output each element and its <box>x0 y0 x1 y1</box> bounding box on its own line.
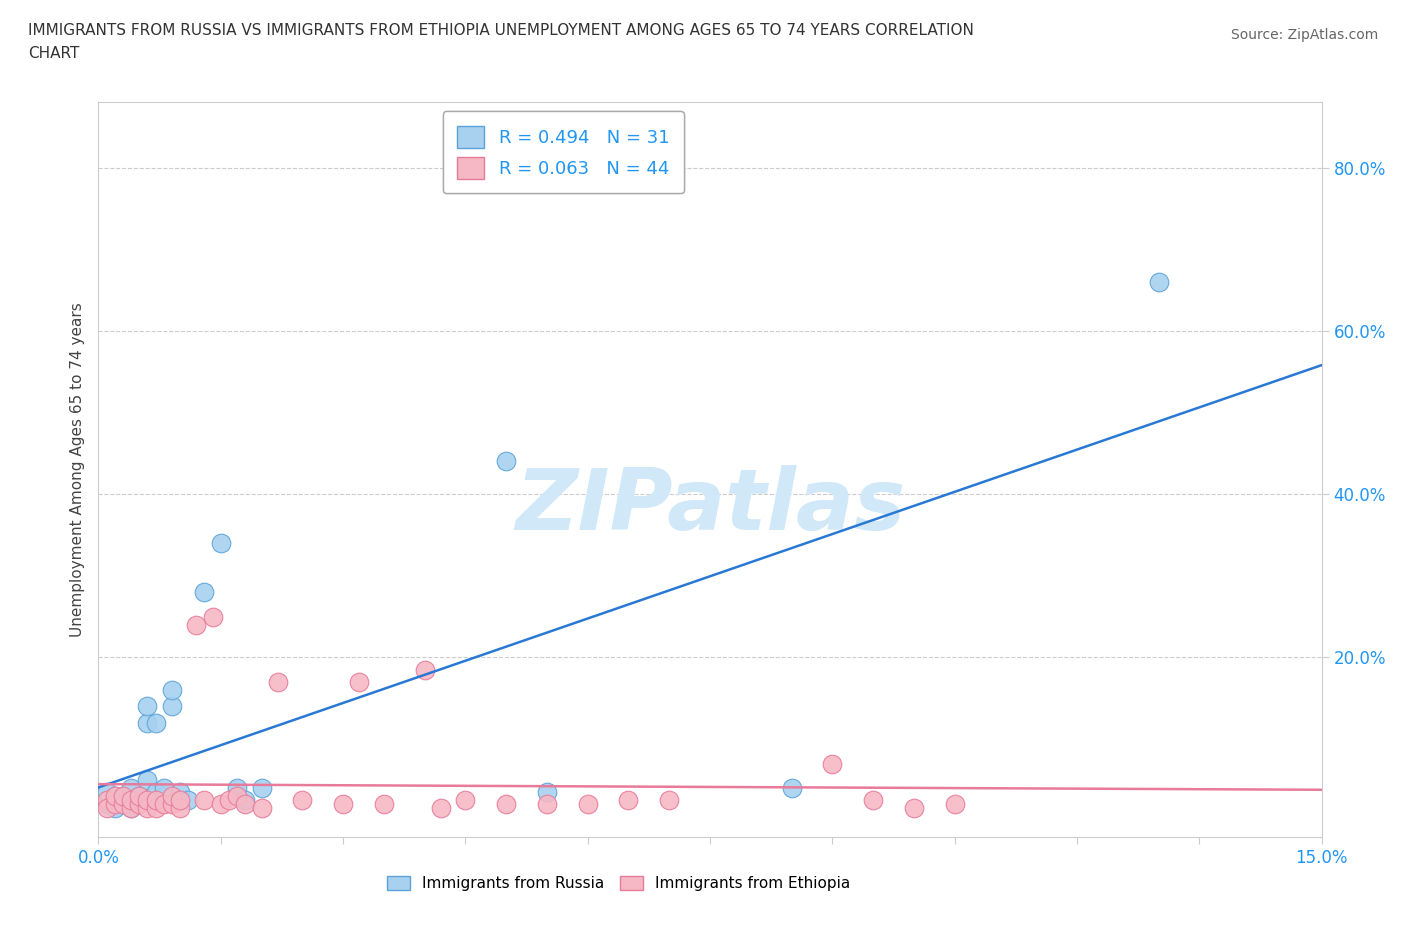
Point <box>136 715 159 730</box>
Y-axis label: Unemployment Among Ages 65 to 74 years: Unemployment Among Ages 65 to 74 years <box>69 302 84 637</box>
Point <box>430 801 453 816</box>
Point <box>209 536 232 551</box>
Point <box>152 780 174 795</box>
Point <box>120 801 142 816</box>
Point <box>96 785 118 800</box>
Point <box>104 797 127 812</box>
Point <box>226 780 249 795</box>
Point <box>104 789 127 804</box>
Point <box>111 797 134 812</box>
Legend: R = 0.494   N = 31, R = 0.063   N = 44: R = 0.494 N = 31, R = 0.063 N = 44 <box>443 112 683 193</box>
Point <box>495 454 517 469</box>
Point <box>233 792 256 807</box>
Point <box>120 801 142 816</box>
Point <box>209 797 232 812</box>
Point <box>413 662 436 677</box>
Text: CHART: CHART <box>28 46 80 61</box>
Point <box>454 792 477 807</box>
Point <box>136 801 159 816</box>
Point <box>96 797 118 812</box>
Point <box>780 780 803 795</box>
Point <box>1147 274 1170 289</box>
Point <box>226 789 249 804</box>
Point <box>96 792 118 807</box>
Point <box>104 789 127 804</box>
Point <box>128 789 150 804</box>
Point <box>160 699 183 714</box>
Point <box>218 792 240 807</box>
Point <box>120 780 142 795</box>
Point <box>903 801 925 816</box>
Point <box>160 683 183 698</box>
Text: ZIPatlas: ZIPatlas <box>515 465 905 548</box>
Point <box>291 792 314 807</box>
Point <box>169 801 191 816</box>
Point <box>120 792 142 807</box>
Point <box>373 797 395 812</box>
Point <box>193 792 215 807</box>
Point <box>152 797 174 812</box>
Point <box>267 674 290 689</box>
Point <box>128 792 150 807</box>
Text: IMMIGRANTS FROM RUSSIA VS IMMIGRANTS FROM ETHIOPIA UNEMPLOYMENT AMONG AGES 65 TO: IMMIGRANTS FROM RUSSIA VS IMMIGRANTS FRO… <box>28 23 974 38</box>
Point <box>186 618 208 632</box>
Point <box>821 756 844 771</box>
Point <box>250 780 273 795</box>
Point <box>152 789 174 804</box>
Point <box>145 801 167 816</box>
Point <box>658 792 681 807</box>
Point <box>495 797 517 812</box>
Point <box>536 785 558 800</box>
Point <box>201 609 224 624</box>
Point <box>136 699 159 714</box>
Point <box>193 585 215 600</box>
Point <box>111 797 134 812</box>
Point <box>145 792 167 807</box>
Point <box>169 785 191 800</box>
Point <box>349 674 371 689</box>
Point <box>104 801 127 816</box>
Point <box>943 797 966 812</box>
Legend: Immigrants from Russia, Immigrants from Ethiopia: Immigrants from Russia, Immigrants from … <box>380 869 858 899</box>
Point <box>145 785 167 800</box>
Point <box>128 797 150 812</box>
Point <box>250 801 273 816</box>
Point <box>111 789 134 804</box>
Point <box>536 797 558 812</box>
Text: Source: ZipAtlas.com: Source: ZipAtlas.com <box>1230 28 1378 42</box>
Point <box>136 773 159 788</box>
Point <box>96 801 118 816</box>
Point <box>145 792 167 807</box>
Point <box>136 792 159 807</box>
Point <box>233 797 256 812</box>
Point <box>576 797 599 812</box>
Point <box>169 792 191 807</box>
Point <box>160 789 183 804</box>
Point <box>177 792 200 807</box>
Point <box>160 797 183 812</box>
Point <box>111 789 134 804</box>
Point <box>332 797 354 812</box>
Point <box>862 792 884 807</box>
Point <box>145 715 167 730</box>
Point <box>128 789 150 804</box>
Point <box>617 792 640 807</box>
